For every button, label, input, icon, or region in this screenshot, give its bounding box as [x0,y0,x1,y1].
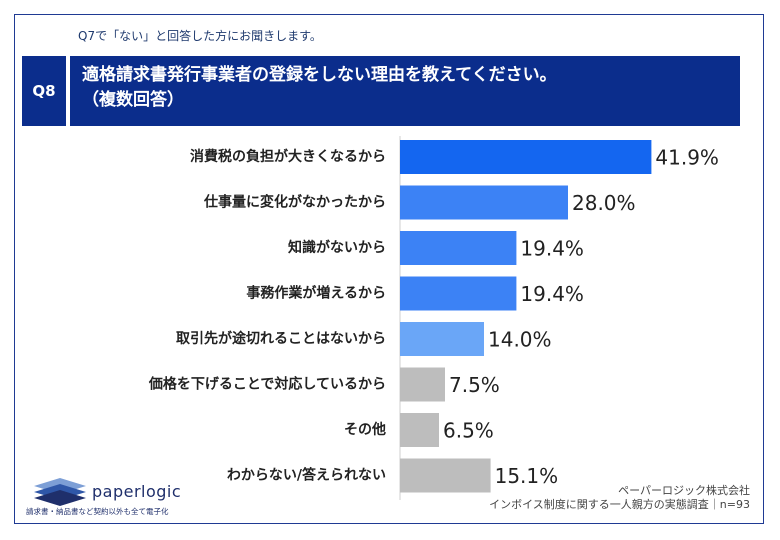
category-label: 事務作業が増えるから [246,285,386,302]
value-label: 15.1% [495,464,559,488]
bar [400,140,652,174]
value-label: 19.4% [520,282,584,306]
logo-tagline: 請求書・納品書など契約以外も全て電子化 [26,507,169,516]
question-text: 適格請求書発行事業者の登録をしない理由を教えてください。 [82,65,557,85]
bar [400,276,517,311]
paperlogic-logo: paperlogic 請求書・納品書など契約以外も全て電子化 [26,476,196,526]
bar [400,322,484,356]
value-label: 7.5% [449,373,500,397]
category-label: 消費税の負担が大きくなるから [190,148,386,165]
value-label: 19.4% [520,237,584,261]
source-note: ペーパーロジック株式会社 インボイス制度に関する一人親方の実態調査｜n=93 [489,484,750,512]
bar [400,367,445,402]
value-label: 14.0% [488,328,552,352]
bar [400,231,517,265]
logo-mark-icon [34,478,86,506]
category-label: わからない/答えられない [227,467,386,484]
source-survey: インボイス制度に関する一人親方の実態調査｜n=93 [489,498,750,511]
question-banner: 適格請求書発行事業者の登録をしない理由を教えてください。 （複数回答） [70,56,740,126]
category-label: その他 [344,421,386,438]
value-label: 41.9% [655,146,719,170]
bar [400,458,491,493]
category-label: 価格を下げることで対応しているから [148,376,386,393]
bar [400,413,439,447]
question-note: （複数回答） [82,90,184,110]
source-company: ペーパーロジック株式会社 [618,484,750,497]
category-label: 取引先が途切れることはないから [176,330,386,347]
logo-name: paperlogic [92,482,182,501]
bar [400,185,568,220]
value-label: 28.0% [572,191,636,215]
category-label: 知識がないから [288,239,386,256]
question-number: Q8 [22,56,66,126]
category-label: 仕事量に変化がなかったから [203,194,386,211]
pretitle: Q7で「ない」と回答した方にお聞きします。 [78,29,322,43]
value-label: 6.5% [443,419,494,443]
